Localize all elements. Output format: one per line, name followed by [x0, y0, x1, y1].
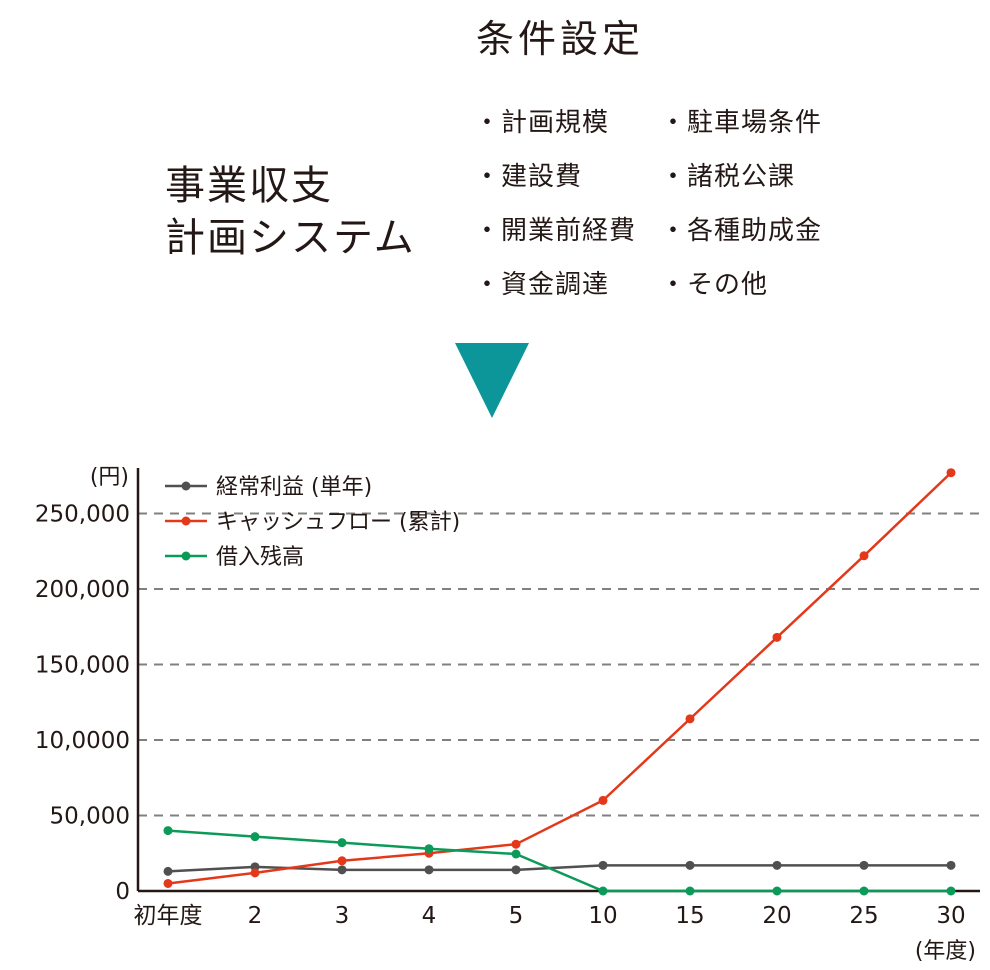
series-lines [163, 468, 956, 896]
data-point [598, 795, 608, 805]
data-point [250, 832, 260, 842]
condition-item: その他 [660, 258, 822, 312]
y-tick-label: 150,000 [35, 653, 130, 679]
legend-marker [181, 551, 191, 561]
series-line [167, 864, 951, 873]
grid-lines [138, 512, 980, 817]
series-line [167, 471, 952, 885]
data-point [946, 468, 956, 478]
x-tick-label: 20 [762, 903, 791, 929]
data-point [511, 865, 521, 875]
system-name-line1: 事業収支 [165, 163, 333, 209]
y-tick-label: 200,000 [35, 577, 130, 603]
data-point [859, 860, 869, 870]
x-unit-label: (年度) [915, 939, 976, 964]
condition-list-right: 駐車場条件 諸税公課 各種助成金 その他 [660, 96, 822, 312]
x-tick-label: 4 [422, 903, 437, 929]
legend-label: 借入残高 [216, 545, 304, 570]
y-tick-label: 250,000 [35, 502, 130, 528]
data-point [859, 886, 869, 896]
y-unit-label: (円) [90, 465, 129, 490]
data-point [859, 551, 869, 561]
x-tick-label: 30 [936, 903, 965, 929]
data-point [163, 878, 173, 888]
page-title: 条件設定 [475, 17, 644, 61]
data-point [511, 849, 521, 859]
legend-marker [181, 481, 191, 491]
condition-list-left: 計画規模 建設費 開業前経費 資金調達 [474, 96, 636, 312]
x-tick-label: 2 [248, 903, 263, 929]
series-line [167, 829, 951, 893]
data-point [598, 886, 608, 896]
data-point [424, 844, 434, 854]
data-point [163, 826, 173, 836]
data-point [946, 886, 956, 896]
data-point [772, 632, 782, 642]
legend-marker [181, 516, 191, 526]
condition-item: 開業前経費 [474, 204, 636, 258]
data-point [772, 886, 782, 896]
y-tick-label: 50,000 [50, 804, 130, 830]
y-tick-label: 10,0000 [35, 728, 130, 754]
legend-label: キャッシュフロー (累計) [216, 510, 460, 535]
legend-label: 経常利益 (単年) [216, 475, 372, 500]
data-point [337, 856, 347, 866]
x-tick-label: 5 [509, 903, 524, 929]
data-point [511, 839, 521, 849]
y-tick-label: 0 [115, 879, 130, 905]
condition-item: 駐車場条件 [660, 96, 822, 150]
line-chart: 0 50,000 10,0000 150,000 200,000 250,000 初年度 2 3… [35, 465, 980, 964]
x-tick-label: 10 [588, 903, 617, 929]
legend: 経常利益 (単年) キャッシュフロー (累計) 借入残高 [165, 475, 460, 570]
x-tick-label: 3 [335, 903, 350, 929]
data-point [946, 860, 956, 870]
data-point [337, 865, 347, 875]
data-point [685, 714, 695, 724]
condition-item: 資金調達 [474, 258, 636, 312]
data-point [598, 860, 608, 870]
condition-item: 計画規模 [474, 96, 636, 150]
condition-item: 各種助成金 [660, 204, 822, 258]
x-tick-label: 25 [849, 903, 878, 929]
data-point [772, 860, 782, 870]
tick-labels: 0 50,000 10,0000 150,000 200,000 250,000 初年度 2 3… [35, 465, 976, 964]
data-point [685, 886, 695, 896]
data-point [685, 860, 695, 870]
system-name: 事業収支 計画システム [165, 160, 416, 264]
data-point [250, 868, 260, 878]
condition-item: 諸税公課 [660, 150, 822, 204]
data-point [424, 865, 434, 875]
data-point [337, 838, 347, 848]
data-point [163, 866, 173, 876]
down-arrow-icon [455, 343, 529, 418]
x-tick-label: 初年度 [134, 903, 203, 929]
condition-item: 建設費 [474, 150, 636, 204]
x-tick-label: 15 [675, 903, 704, 929]
system-name-line2: 計画システム [165, 215, 416, 261]
